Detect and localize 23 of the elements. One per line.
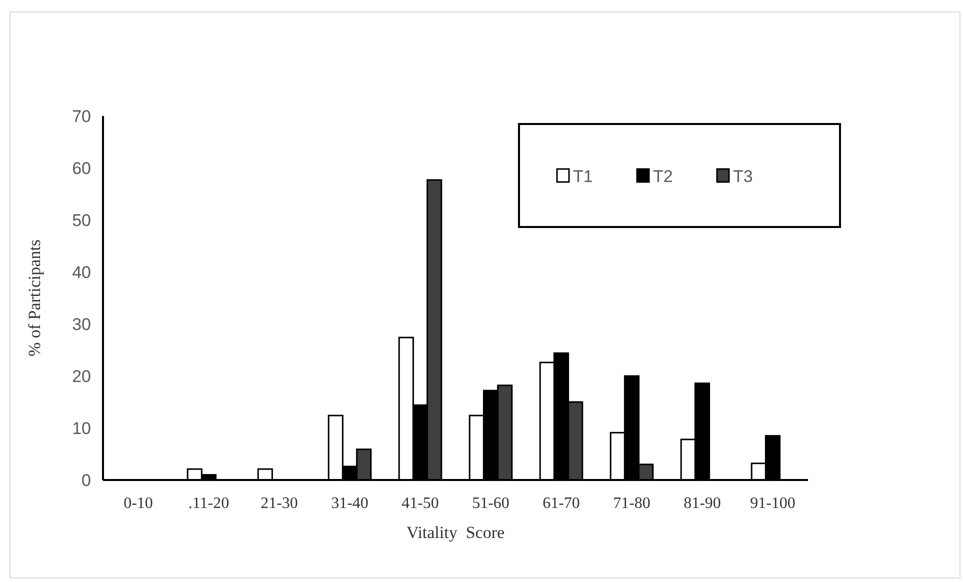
y-axis-title: % of Participants [25, 239, 44, 357]
x-tick-label: 31-40 [331, 495, 368, 512]
x-axis-title: Vitality Score [406, 523, 505, 542]
legend-label: T2 [653, 166, 673, 186]
y-tick-label: 20 [72, 366, 91, 386]
legend-label: T3 [733, 166, 753, 186]
y-tick-label: 70 [72, 106, 91, 126]
y-tick-label: 50 [72, 210, 91, 230]
x-tick-label: 41-50 [402, 495, 439, 512]
y-tick-label: 0 [82, 470, 91, 490]
y-tick-label: 10 [72, 418, 91, 438]
x-tick-label: 91-100 [750, 495, 796, 512]
y-tick-label: 30 [72, 314, 91, 334]
x-tick-label: 51-60 [472, 495, 510, 512]
x-tick-label: 71-80 [613, 495, 650, 512]
x-tick-label: 81-90 [684, 495, 721, 512]
legend-label: T1 [573, 166, 593, 186]
x-tick-label: .11-20 [188, 495, 230, 512]
y-tick-label: 60 [72, 158, 91, 178]
x-tick-label: 61-70 [542, 495, 580, 512]
y-tick-label: 40 [72, 262, 91, 282]
x-tick-label: 0-10 [124, 495, 153, 512]
x-tick-label: 21-30 [260, 495, 298, 512]
